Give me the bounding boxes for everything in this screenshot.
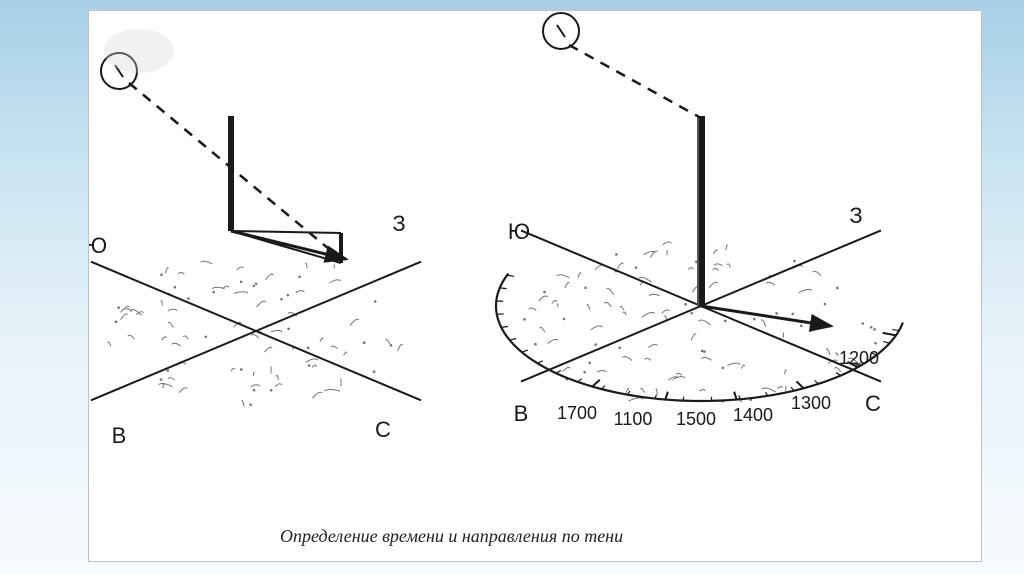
svg-text:Ю: Ю [508, 219, 530, 244]
svg-text:1100: 1100 [614, 409, 653, 429]
svg-text:С: С [375, 417, 391, 442]
svg-text:1700: 1700 [557, 403, 597, 423]
svg-text:В: В [112, 423, 127, 448]
svg-text:В: В [514, 401, 529, 426]
svg-text:Ю: Ю [89, 233, 107, 258]
svg-text:С: С [865, 391, 881, 416]
svg-text:З: З [849, 203, 862, 228]
caption-text: Определение времени и направления по тен… [280, 526, 623, 546]
figure-caption: Определение времени и направления по тен… [280, 526, 623, 547]
diagram-svg: ЮЗВС120013001400150011001700ЮЗВС [89, 11, 981, 561]
svg-text:1500: 1500 [676, 409, 716, 429]
svg-text:З: З [392, 211, 405, 236]
svg-text:1300: 1300 [791, 393, 831, 413]
figure-panel: ЮЗВС120013001400150011001700ЮЗВС [88, 10, 982, 562]
svg-text:1400: 1400 [733, 405, 773, 425]
